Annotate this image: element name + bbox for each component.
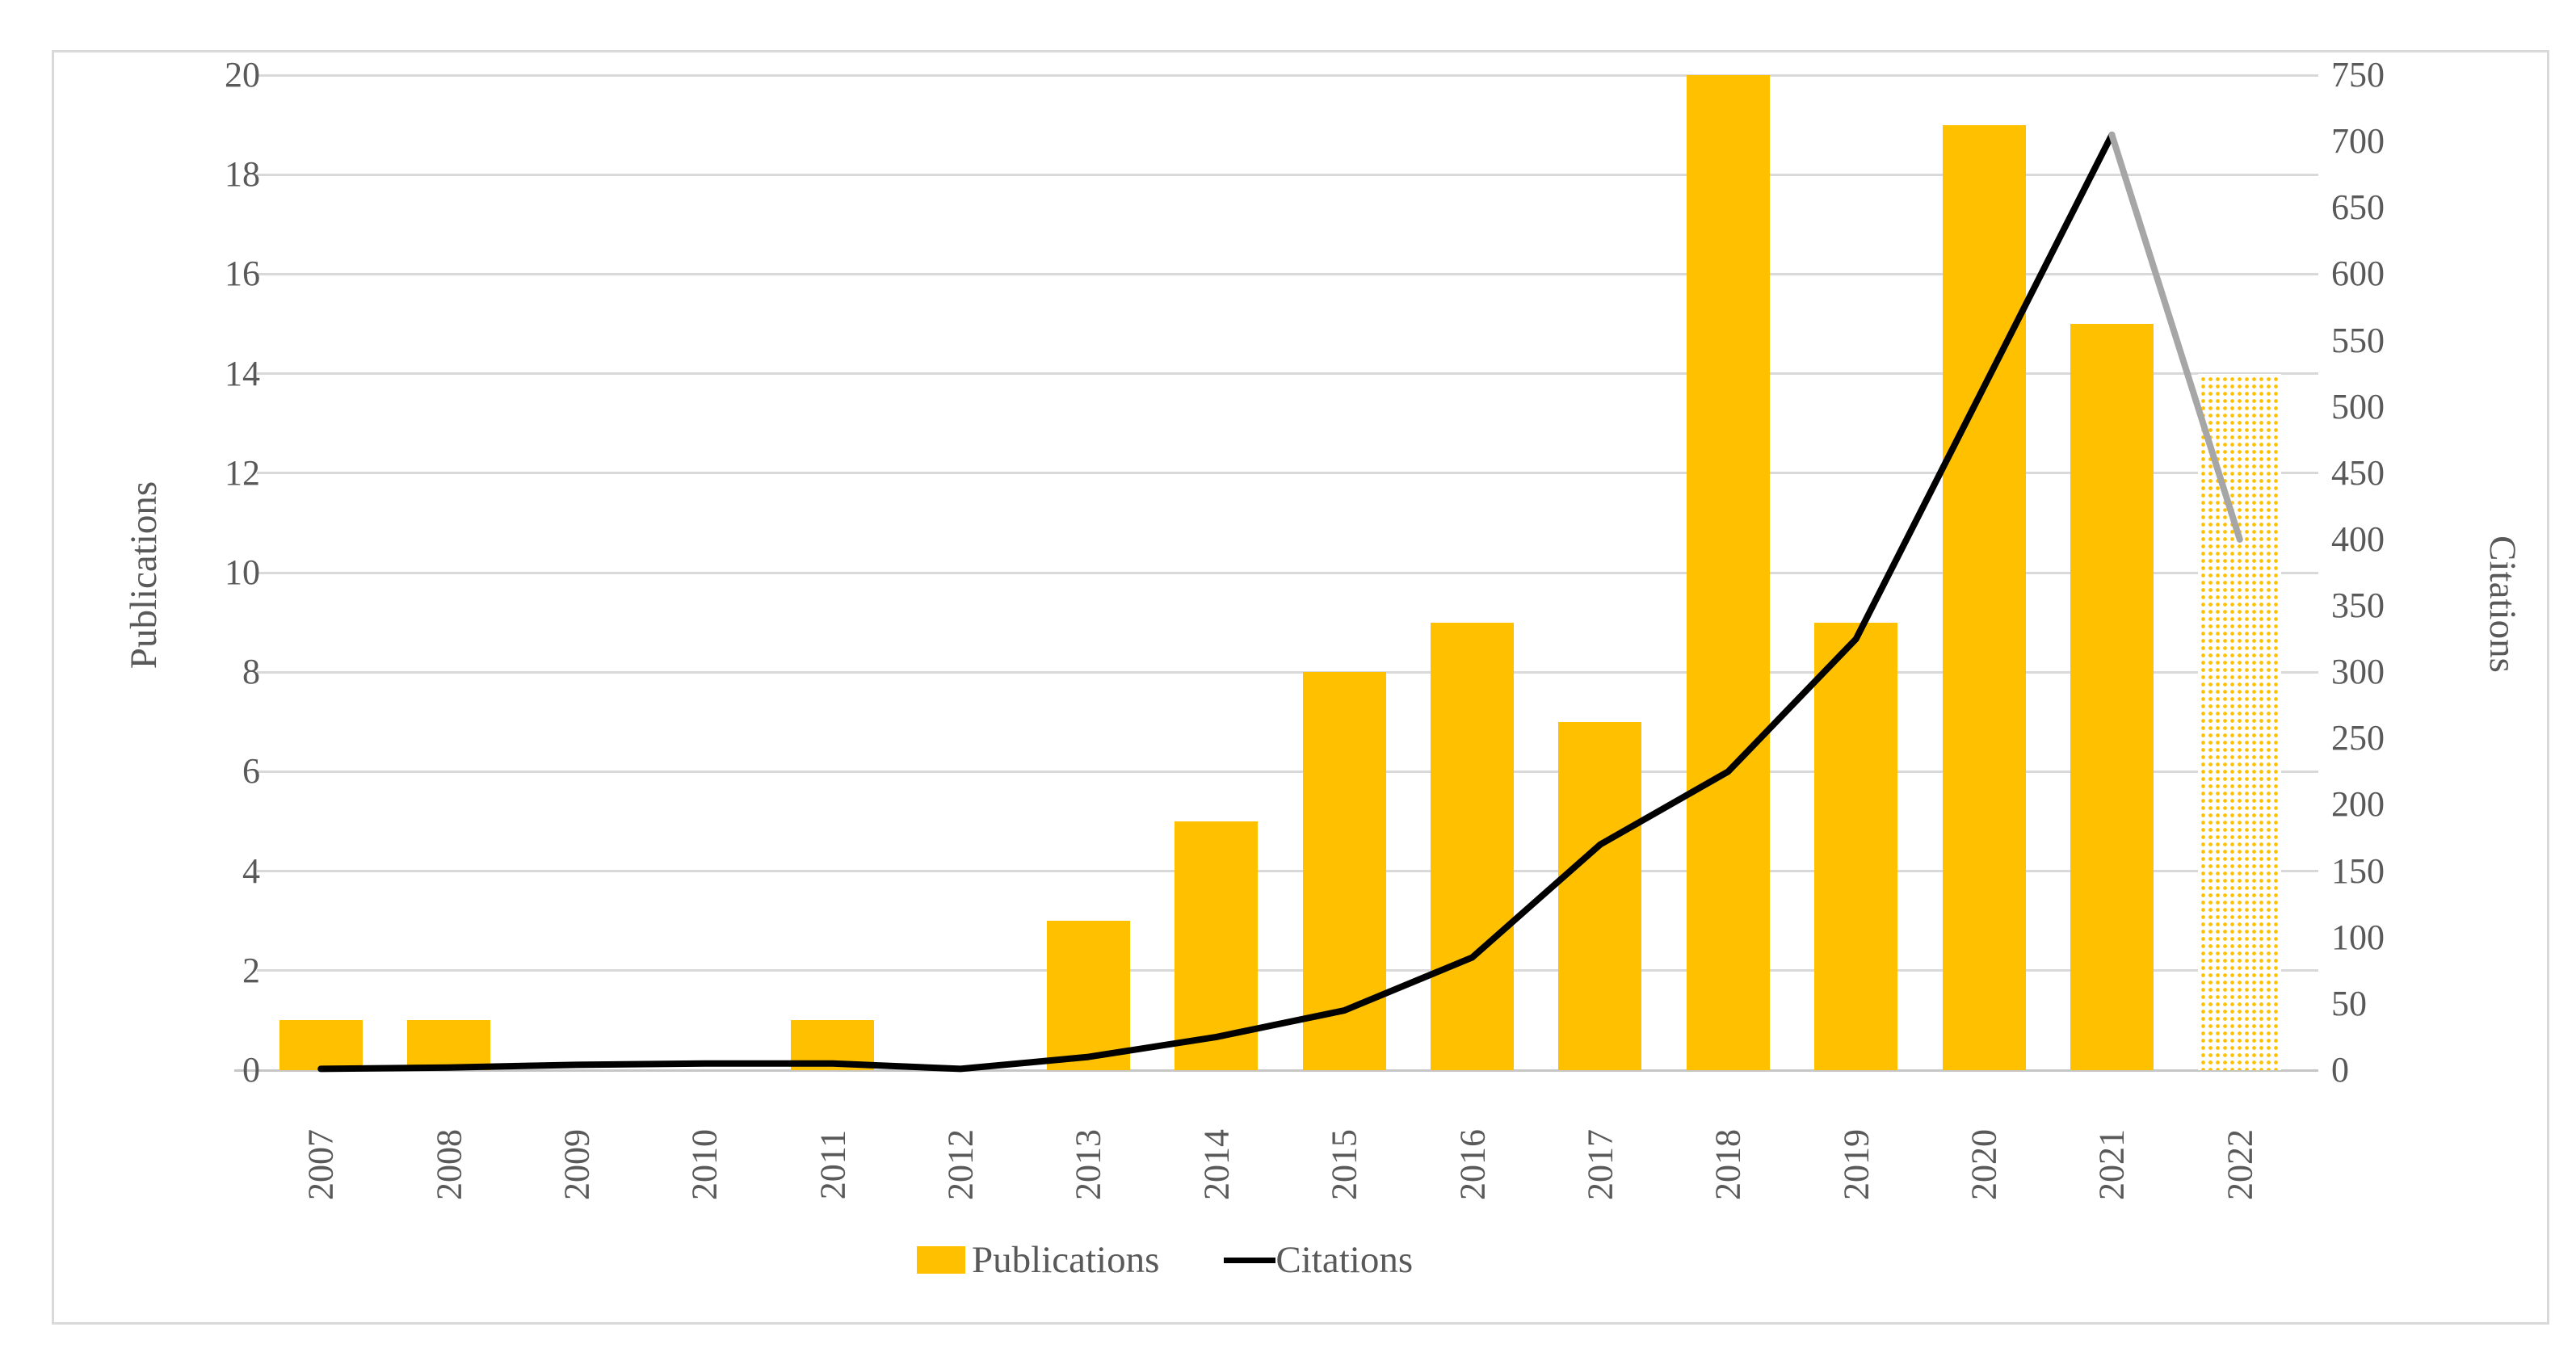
bar (2070, 324, 2154, 1070)
gridline (257, 73, 2318, 77)
chart-frame (52, 50, 2549, 1325)
bar (1814, 622, 1898, 1070)
bar (1431, 622, 1515, 1070)
legend: Publications Citations (917, 1236, 1413, 1284)
right-axis-tick-label: 500 (2331, 386, 2385, 426)
x-axis-tick-label: 2011 (813, 1129, 853, 1200)
left-axis-tick-label: 14 (225, 353, 260, 393)
x-axis-tick-label: 2010 (684, 1129, 725, 1200)
x-axis-tick-label: 2019 (1836, 1129, 1876, 1200)
right-axis-title: Citations (2481, 535, 2523, 673)
bar (279, 1020, 363, 1070)
legend-label-citations: Citations (1275, 1239, 1414, 1281)
x-axis-tick-label: 2020 (1964, 1129, 2004, 1200)
x-axis-tick-label: 2022 (2220, 1129, 2260, 1200)
bar (407, 1020, 491, 1070)
right-axis-tick-label: 300 (2331, 652, 2385, 692)
right-axis-tick-label: 400 (2331, 519, 2385, 559)
x-axis-tick-label: 2007 (300, 1129, 341, 1200)
right-axis-tick-label: 650 (2331, 187, 2385, 228)
bar (1558, 721, 1642, 1070)
x-axis-tick-label: 2021 (2091, 1129, 2132, 1200)
legend-label-publications: Publications (972, 1239, 1160, 1281)
bar (1302, 672, 1386, 1070)
left-axis-tick-label: 10 (225, 552, 260, 592)
x-axis-tick-label: 2013 (1068, 1129, 1108, 1200)
right-axis-tick-label: 750 (2331, 55, 2385, 94)
x-axis-tick-label: 2014 (1196, 1129, 1237, 1200)
left-axis-tick-label: 12 (225, 452, 260, 493)
bar (791, 1020, 875, 1070)
left-axis-tick-label: 16 (225, 254, 260, 294)
left-axis-tick-label: 8 (242, 652, 260, 692)
bar (1942, 124, 2026, 1070)
bar (1175, 821, 1259, 1070)
right-axis-tick-label: 700 (2331, 121, 2385, 162)
bar-dotted (2198, 373, 2282, 1070)
right-axis-tick-label: 600 (2331, 254, 2385, 294)
right-axis-tick-label: 350 (2331, 586, 2385, 626)
right-axis-tick-label: 550 (2331, 320, 2385, 360)
x-axis-tick-label: 2015 (1324, 1129, 1364, 1200)
right-axis-tick-label: 50 (2331, 983, 2367, 1023)
right-axis-tick-label: 450 (2331, 452, 2385, 493)
x-axis-tick-label: 2009 (557, 1129, 597, 1200)
bar (1046, 921, 1130, 1070)
x-axis-tick-label: 2016 (1452, 1129, 1493, 1200)
right-axis-tick-label: 0 (2331, 1050, 2349, 1090)
right-axis-tick-label: 100 (2331, 917, 2385, 957)
left-axis-tick-label: 2 (242, 950, 260, 990)
bar (1686, 75, 1770, 1070)
left-axis-tick-label: 18 (225, 154, 260, 195)
right-axis-tick-label: 200 (2331, 784, 2385, 825)
left-axis-tick-label: 20 (225, 55, 260, 94)
x-axis-tick-label: 2018 (1708, 1129, 1748, 1200)
left-axis-tick-label: 0 (242, 1050, 260, 1090)
publications-swatch-icon (917, 1246, 965, 1274)
citations-line-swatch-icon (1224, 1257, 1276, 1263)
right-axis-tick-label: 150 (2331, 850, 2385, 891)
x-axis-tick-label: 2012 (940, 1129, 981, 1200)
x-axis-tick-label: 2017 (1580, 1129, 1620, 1200)
left-axis-title: Publications (123, 481, 165, 670)
x-axis-tick-label: 2008 (429, 1129, 469, 1200)
right-axis-tick-label: 250 (2331, 718, 2385, 758)
left-axis-tick-label: 4 (242, 850, 260, 891)
left-axis-tick-label: 6 (242, 751, 260, 792)
